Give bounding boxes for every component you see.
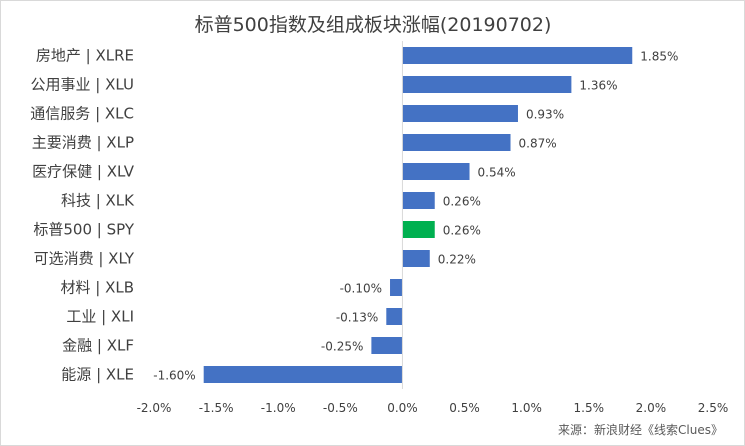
data-label-9: -0.13% (336, 311, 378, 325)
x-tick-label-7: 1.5% (574, 401, 605, 415)
source-note: 来源：新浪财经《线索Clues》 (558, 422, 723, 437)
x-tick-label-5: 0.5% (449, 401, 480, 415)
data-label-11: -1.60% (153, 369, 195, 383)
category-label-4: 医疗保健 | XLV (32, 163, 135, 181)
bar-9 (386, 308, 403, 325)
data-labels: 1.85% 1.36% 0.93% 0.87% 0.54% 0.26% 0.26% 0.22%… (153, 50, 678, 383)
bar-3 (402, 134, 511, 151)
category-label-8: 材料 | XLB (60, 279, 134, 297)
category-label-7: 可选消费 | XLY (34, 250, 135, 268)
data-label-0: 1.85% (640, 50, 678, 64)
bar-7 (402, 250, 430, 267)
x-tick-labels: -2.0% -1.5% -1.0% -0.5% 0.0% 0.5% 1.0% 1.5% 2.0%… (137, 401, 729, 415)
x-tick-label-9: 2.5% (698, 401, 729, 415)
category-label-9: 工业 | XLI (66, 308, 134, 326)
x-tick-label-8: 2.0% (636, 401, 667, 415)
bar-6 (402, 221, 435, 238)
bar-0 (402, 47, 633, 64)
data-label-5: 0.26% (443, 195, 481, 209)
data-label-8: -0.10% (340, 282, 382, 296)
category-label-5: 科技 | XLK (61, 192, 135, 210)
category-labels: 房地产 | XLRE 公用事业 | XLU 通信服务 | XLC 主要消费 | XLP… (30, 47, 135, 384)
x-tick-label-6: 1.0% (511, 401, 542, 415)
category-label-6: 标普500 | SPY (33, 221, 134, 239)
category-label-2: 通信服务 | XLC (30, 105, 134, 123)
category-label-1: 公用事业 | XLU (31, 76, 134, 94)
bar-2 (402, 105, 518, 122)
x-tick-label-4: 0.0% (387, 401, 418, 415)
category-label-11: 能源 | XLE (61, 366, 134, 384)
data-label-7: 0.22% (438, 253, 476, 267)
bar-1 (402, 76, 572, 93)
data-label-1: 1.36% (579, 79, 617, 93)
x-tick-label-3: -0.5% (323, 401, 358, 415)
category-label-0: 房地产 | XLRE (36, 47, 134, 65)
x-tick-label-0: -2.0% (137, 401, 172, 415)
x-tick-label-1: -1.5% (199, 401, 234, 415)
data-label-6: 0.26% (443, 224, 481, 238)
category-label-10: 金融 | XLF (62, 337, 134, 355)
data-label-10: -0.25% (321, 340, 363, 354)
bar-10 (371, 337, 403, 354)
bars-group (203, 47, 633, 383)
data-label-2: 0.93% (526, 108, 564, 122)
bar-4 (402, 163, 470, 180)
x-tick-label-2: -1.0% (261, 401, 296, 415)
data-label-4: 0.54% (478, 166, 516, 180)
bar-8 (390, 279, 403, 296)
bar-5 (402, 192, 435, 209)
category-label-3: 主要消费 | XLP (32, 134, 134, 152)
bar-11 (203, 366, 403, 383)
data-label-3: 0.87% (519, 137, 557, 151)
chart-title: 标普500指数及组成板块涨幅(20190702) (195, 14, 552, 36)
